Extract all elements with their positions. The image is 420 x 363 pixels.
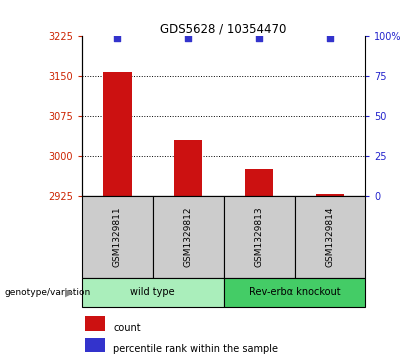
Bar bbox=[224, 196, 294, 278]
Text: genotype/variation: genotype/variation bbox=[4, 288, 90, 297]
Text: GSM1329813: GSM1329813 bbox=[255, 207, 264, 267]
Bar bbox=[103, 72, 131, 196]
Text: ▶: ▶ bbox=[65, 287, 73, 297]
Text: GSM1329812: GSM1329812 bbox=[184, 207, 193, 267]
Bar bbox=[85, 316, 105, 331]
Point bbox=[256, 35, 262, 41]
Bar bbox=[153, 196, 224, 278]
Text: percentile rank within the sample: percentile rank within the sample bbox=[113, 344, 278, 354]
Bar bbox=[85, 338, 105, 352]
Bar bbox=[82, 278, 224, 307]
Bar bbox=[245, 170, 273, 196]
Point bbox=[185, 35, 192, 41]
Text: count: count bbox=[113, 323, 141, 333]
Point bbox=[327, 35, 333, 41]
Text: wild type: wild type bbox=[131, 287, 175, 297]
Bar bbox=[224, 278, 365, 307]
Point bbox=[114, 35, 121, 41]
Title: GDS5628 / 10354470: GDS5628 / 10354470 bbox=[160, 22, 287, 35]
Bar bbox=[316, 195, 344, 196]
Bar bbox=[82, 196, 153, 278]
Text: GSM1329811: GSM1329811 bbox=[113, 207, 122, 267]
Text: Rev-erbα knockout: Rev-erbα knockout bbox=[249, 287, 340, 297]
Bar bbox=[294, 196, 365, 278]
Bar bbox=[174, 140, 202, 196]
Text: GSM1329814: GSM1329814 bbox=[326, 207, 334, 267]
